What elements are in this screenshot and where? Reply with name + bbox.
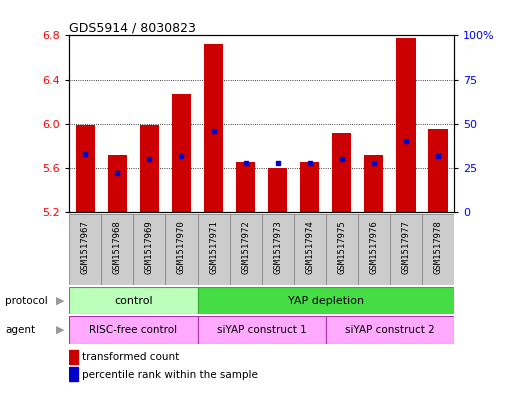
Text: RISC-free control: RISC-free control — [89, 325, 177, 335]
Bar — [108, 155, 127, 212]
Text: GSM1517973: GSM1517973 — [273, 220, 282, 274]
Text: ▶: ▶ — [55, 296, 64, 306]
Text: GSM1517970: GSM1517970 — [177, 220, 186, 274]
Bar — [198, 316, 326, 344]
Bar — [229, 214, 262, 285]
Bar — [396, 38, 416, 212]
Bar — [390, 214, 422, 285]
Bar — [364, 155, 383, 212]
Text: GSM1517978: GSM1517978 — [433, 220, 443, 274]
Bar — [204, 44, 223, 212]
Text: GSM1517974: GSM1517974 — [305, 220, 314, 274]
Bar — [69, 316, 198, 344]
Text: protocol: protocol — [5, 296, 48, 306]
Text: control: control — [114, 296, 153, 306]
Bar — [326, 316, 454, 344]
Text: GSM1517975: GSM1517975 — [337, 220, 346, 274]
Bar — [133, 214, 165, 285]
Bar — [326, 214, 358, 285]
Text: agent: agent — [5, 325, 35, 335]
Bar — [140, 125, 159, 212]
Text: GSM1517967: GSM1517967 — [81, 220, 90, 274]
Bar — [428, 129, 447, 212]
Bar — [69, 214, 102, 285]
Text: GSM1517977: GSM1517977 — [401, 220, 410, 274]
Bar — [198, 214, 229, 285]
Text: GSM1517969: GSM1517969 — [145, 220, 154, 274]
Text: ▶: ▶ — [55, 325, 64, 335]
Bar — [165, 214, 198, 285]
Text: siYAP construct 2: siYAP construct 2 — [345, 325, 435, 335]
Bar — [172, 94, 191, 212]
Bar — [69, 350, 78, 364]
Bar — [268, 168, 287, 212]
Text: GSM1517976: GSM1517976 — [369, 220, 379, 274]
Text: GSM1517972: GSM1517972 — [241, 220, 250, 274]
Bar — [198, 287, 454, 314]
Bar — [293, 214, 326, 285]
Bar — [358, 214, 390, 285]
Text: siYAP construct 1: siYAP construct 1 — [217, 325, 306, 335]
Bar — [300, 162, 319, 212]
Text: GSM1517968: GSM1517968 — [113, 220, 122, 274]
Text: percentile rank within the sample: percentile rank within the sample — [83, 369, 258, 380]
Text: YAP depletion: YAP depletion — [288, 296, 364, 306]
Text: transformed count: transformed count — [83, 352, 180, 362]
Text: GSM1517971: GSM1517971 — [209, 220, 218, 274]
Text: GDS5914 / 8030823: GDS5914 / 8030823 — [69, 21, 196, 34]
Bar — [76, 125, 95, 212]
Bar — [102, 214, 133, 285]
Bar — [262, 214, 293, 285]
Bar — [69, 367, 78, 381]
Bar — [422, 214, 454, 285]
Bar — [69, 287, 198, 314]
Bar — [236, 162, 255, 212]
Bar — [332, 133, 351, 212]
